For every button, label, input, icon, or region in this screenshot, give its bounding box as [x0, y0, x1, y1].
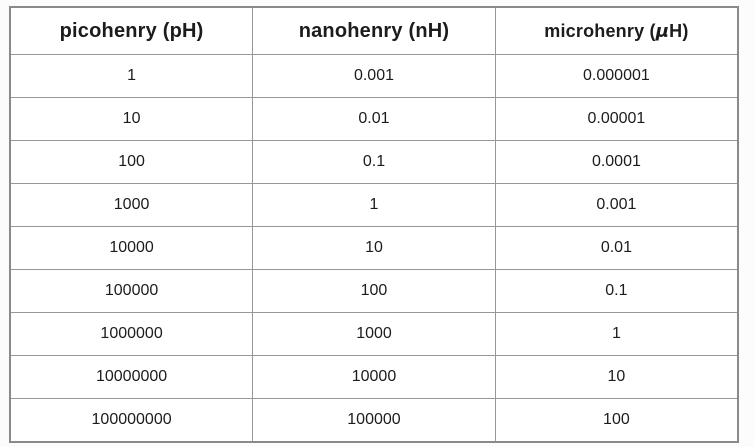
table-cell: 0.000001: [494, 54, 739, 98]
conversion-table: picohenry (pH) nanohenry (nH) microhenry…: [9, 6, 739, 443]
header-microhenry-suffix: H): [669, 20, 689, 41]
mu-symbol: μ: [655, 20, 670, 42]
table-cell: 10000: [9, 226, 254, 270]
table-cell: 0.01: [494, 226, 739, 270]
table-cell: 100000: [9, 269, 254, 313]
table-cell: 10000000: [9, 355, 254, 399]
table-cell: 1000000: [9, 312, 254, 356]
table-cell: 100000: [252, 398, 496, 443]
table-cell: 0.001: [494, 183, 739, 227]
header-microhenry: microhenry (μH): [494, 6, 739, 55]
table-cell: 1000: [252, 312, 496, 356]
table-cell: 0.0001: [494, 140, 739, 184]
table-row: 100000 100 0.1: [9, 269, 739, 313]
table-cell: 0.00001: [494, 97, 739, 141]
table-row: 1 0.001 0.000001: [9, 54, 739, 98]
table-cell: 1: [252, 183, 496, 227]
table-cell: 10000: [252, 355, 496, 399]
table-cell: 100: [252, 269, 496, 313]
table-cell: 0.1: [494, 269, 739, 313]
table-cell: 100: [9, 140, 254, 184]
table-row: 1000 1 0.001: [9, 183, 739, 227]
table-row: 1000000 1000 1: [9, 312, 739, 356]
table-cell: 10: [252, 226, 496, 270]
table-row: 10000000 10000 10: [9, 355, 739, 399]
header-nanohenry: nanohenry (nH): [252, 6, 496, 55]
table-cell: 1: [494, 312, 739, 356]
table-cell: 0.1: [252, 140, 496, 184]
header-row: picohenry (pH) nanohenry (nH) microhenry…: [9, 6, 739, 55]
table-cell: 100: [494, 398, 739, 443]
table-cell: 10: [9, 97, 254, 141]
table-row: 100 0.1 0.0001: [9, 140, 739, 184]
table-row: 10000 10 0.01: [9, 226, 739, 270]
header-microhenry-prefix: microhenry (: [544, 20, 656, 41]
table-row: 100000000 100000 100: [9, 398, 739, 443]
table-cell: 100000000: [9, 398, 254, 443]
table-cell: 10: [494, 355, 739, 399]
table-cell: 0.01: [252, 97, 496, 141]
table-row: 10 0.01 0.00001: [9, 97, 739, 141]
table-cell: 1000: [9, 183, 254, 227]
table-cell: 1: [9, 54, 254, 98]
header-picohenry: picohenry (pH): [9, 6, 254, 55]
table-cell: 0.001: [252, 54, 496, 98]
